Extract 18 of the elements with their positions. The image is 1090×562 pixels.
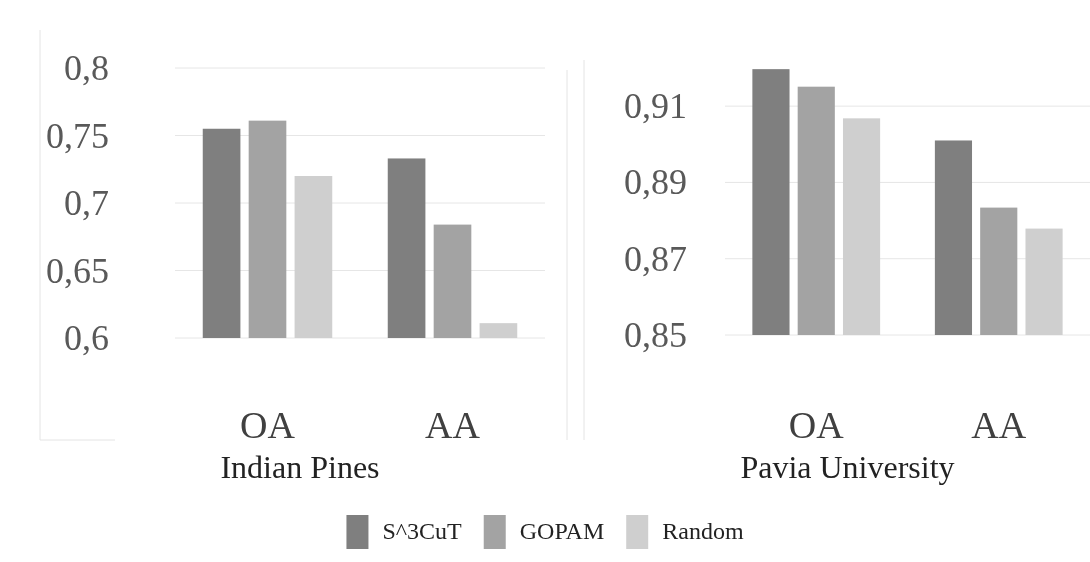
x-tick-label: OA [240, 404, 296, 446]
x-axis-title: Pavia University [740, 449, 955, 485]
x-tick-label: AA [971, 404, 1027, 446]
y-tick-label: 0,87 [624, 238, 687, 279]
legend-label: S^3CuT [382, 518, 463, 544]
y-tick-label: 0,65 [46, 250, 109, 291]
legend-label: Random [662, 518, 744, 544]
y-tick-label: 0,75 [46, 115, 109, 156]
x-axis-title: Indian Pines [220, 449, 380, 485]
y-tick-label: 0,89 [624, 162, 687, 203]
x-tick-label: AA [425, 404, 481, 446]
y-tick-label: 0,6 [64, 318, 109, 359]
y-tick-label: 0,8 [64, 48, 109, 89]
y-tick-label: 0,7 [64, 183, 109, 224]
y-tick-label: 0,91 [624, 86, 687, 127]
y-tick-label: 0,85 [624, 315, 687, 356]
x-tick-label: OA [788, 404, 845, 446]
legend-label: GOPAM [519, 518, 605, 544]
